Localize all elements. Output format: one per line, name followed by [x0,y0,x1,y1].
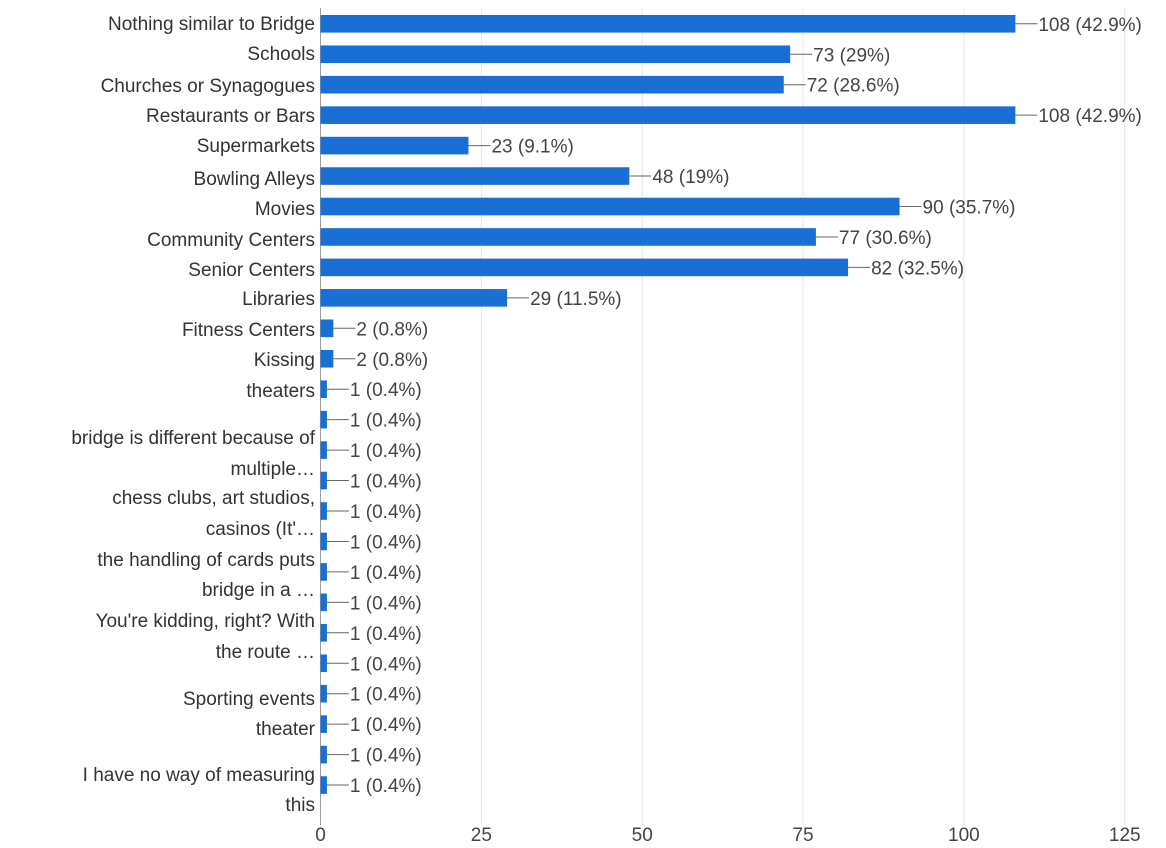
bar [320,441,327,459]
bar [320,715,327,733]
value-label: 1 (0.4%) [350,563,422,584]
category-label: casinos (It'… [206,519,315,540]
bar [320,197,900,216]
x-tick-label: 0 [315,825,326,846]
bar [320,502,327,520]
category-label: Senior Centers [188,260,315,281]
value-label: 29 (11.5%) [530,289,622,310]
value-label: 90 (35.7%) [923,198,1016,219]
bar [320,654,327,673]
x-tick-label: 125 [1109,825,1141,846]
category-label: theater [256,719,316,740]
value-connectors [326,23,1038,786]
bar [320,167,630,185]
category-label: Nothing similar to Bridge [108,14,315,35]
x-tick-label: 50 [632,825,653,846]
bar [320,45,791,64]
bar [320,106,1016,124]
bar [320,15,1016,33]
value-label: 72 (28.6%) [807,76,900,97]
value-label: 108 (42.9%) [1038,106,1142,127]
value-labels: 108 (42.9%) 73 (29%) 72 (28.6%) 108 (42.9%)… [350,15,1142,797]
value-label: 23 (9.1%) [491,137,573,158]
bar [320,593,327,612]
x-tick-label: 25 [471,825,492,846]
bar [320,471,327,490]
bar [320,532,327,551]
value-label: 1 (0.4%) [350,472,422,493]
bar [320,380,327,398]
category-label: bridge is different because of [71,428,315,449]
category-label: Bowling Alleys [194,169,315,190]
bars [320,15,1016,794]
value-label: 1 (0.4%) [350,746,422,767]
category-label: Fitness Centers [182,320,315,341]
value-label: 2 (0.8%) [356,350,428,371]
bar [320,75,784,94]
bar [320,349,334,368]
value-label: 1 (0.4%) [350,380,422,401]
category-label: chess clubs, art studios, [112,488,315,509]
value-label: 1 (0.4%) [350,411,422,432]
bar [320,776,327,794]
category-label: Movies [255,199,315,220]
category-label: the handling of cards puts [97,550,315,571]
category-label: I have no way of measuring [83,765,315,786]
value-label: 1 (0.4%) [350,624,422,645]
value-label: 108 (42.9%) [1038,15,1142,36]
category-label: You're kidding, right? With [96,611,315,632]
value-label: 1 (0.4%) [350,593,422,614]
category-label: Libraries [242,289,315,310]
value-label: 82 (32.5%) [871,258,964,279]
value-label: 1 (0.4%) [350,502,422,523]
category-label: Community Centers [147,230,315,251]
category-labels: Nothing similar to Bridge Schools Churches… [71,14,315,816]
x-tick-label: 75 [792,825,813,846]
value-label: 77 (30.6%) [839,228,932,249]
bar [320,258,849,277]
category-label: Kissing [254,350,315,371]
x-tick-label: 100 [948,825,980,846]
category-label: Supermarkets [197,136,315,157]
category-label: multiple… [231,459,315,480]
bar [320,745,327,764]
value-label: 1 (0.4%) [350,441,422,462]
category-label: Sporting events [183,689,315,710]
category-label: the route … [216,642,315,663]
bar [320,319,334,338]
value-label: 1 (0.4%) [350,654,422,675]
x-axis-tick-labels: 0 25 50 75 100 125 [315,825,1140,846]
category-label: Churches or Synagogues [101,76,315,97]
value-label: 1 (0.4%) [350,532,422,553]
value-label: 2 (0.8%) [356,319,428,340]
value-label: 1 (0.4%) [350,776,422,797]
bar [320,410,327,429]
bar [320,684,327,703]
value-label: 48 (19%) [652,167,729,188]
category-label: Restaurants or Bars [146,106,315,127]
bar [320,136,469,155]
bar [320,228,816,246]
category-label: bridge in a … [202,580,315,601]
value-label: 1 (0.4%) [350,685,422,706]
category-label: theaters [246,381,315,402]
bar [320,624,327,642]
bar [320,563,327,581]
category-label: this [285,795,315,816]
gridlines [320,8,1126,825]
value-label: 1 (0.4%) [350,715,422,736]
bar [320,289,508,307]
value-label: 73 (29%) [813,45,890,66]
category-label: Schools [247,44,315,65]
